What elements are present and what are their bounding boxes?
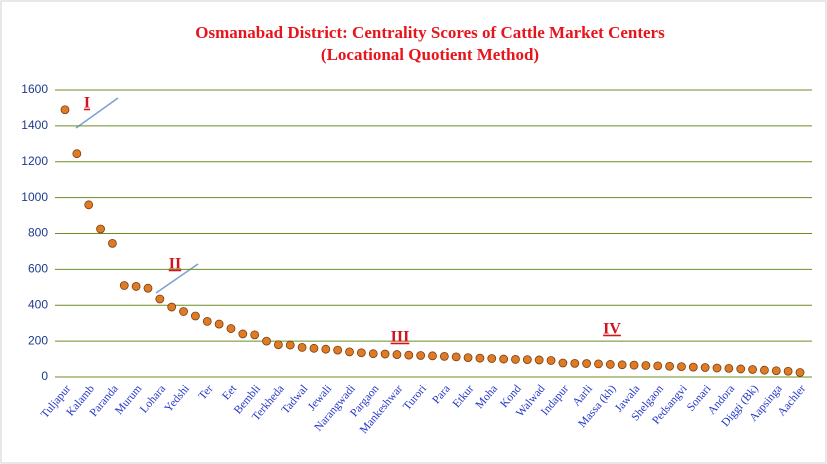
point: [736, 364, 746, 374]
y-tick-label: 1600: [21, 82, 48, 96]
point: [558, 358, 568, 368]
point: [96, 224, 105, 234]
point: [285, 340, 295, 350]
point: [250, 330, 260, 340]
point: [499, 354, 509, 364]
y-tick-label: 400: [28, 297, 48, 311]
point: [238, 329, 248, 339]
point: [72, 149, 82, 159]
point: [297, 343, 307, 352]
point: [439, 351, 449, 361]
point: [451, 352, 461, 362]
point: [131, 282, 141, 291]
point: [428, 351, 437, 361]
point: [309, 343, 319, 353]
y-tick-label: 1400: [21, 118, 48, 132]
point: [273, 340, 283, 350]
point: [155, 294, 165, 304]
group-line: [75, 97, 119, 129]
point: [143, 283, 153, 293]
point: [368, 349, 378, 359]
y-tick-label: 600: [28, 262, 48, 276]
point: [570, 358, 580, 368]
point: [760, 365, 769, 375]
point: [167, 302, 177, 312]
point: [475, 353, 485, 363]
point: [665, 361, 674, 371]
point: [653, 361, 663, 371]
point: [191, 311, 200, 321]
y-tick-label: 1000: [21, 190, 48, 204]
point: [641, 361, 651, 370]
point: [511, 355, 520, 364]
point: [688, 362, 698, 372]
point: [356, 348, 366, 358]
point: [60, 105, 70, 115]
point: [179, 307, 188, 316]
point: [594, 359, 603, 369]
point: [380, 349, 390, 359]
y-tick-label: 0: [41, 369, 48, 383]
point: [214, 319, 224, 329]
point: [416, 351, 426, 360]
point: [724, 363, 734, 373]
point: [629, 360, 639, 370]
point: [522, 355, 532, 365]
y-tick-label: 200: [28, 333, 48, 347]
point: [487, 354, 497, 363]
point: [700, 363, 710, 372]
annotation: I: [84, 95, 90, 112]
point: [262, 336, 271, 346]
point: [345, 347, 354, 357]
point: [783, 366, 793, 376]
point: [404, 350, 414, 360]
chart-subtitle: (Locational Quotient Method): [321, 45, 539, 64]
point: [84, 200, 94, 210]
point: [617, 360, 627, 370]
point: [202, 316, 212, 326]
point: [321, 344, 331, 354]
group-line: [155, 263, 199, 294]
point: [605, 360, 615, 369]
y-tick-label: 1200: [21, 154, 48, 168]
point: [534, 355, 544, 365]
point: [546, 356, 556, 365]
annotation: IV: [603, 321, 621, 338]
point: [582, 359, 592, 368]
point: [795, 368, 805, 377]
y-tick-label: 800: [28, 226, 48, 240]
point: [677, 362, 686, 371]
point: [392, 350, 402, 359]
point: [108, 238, 117, 248]
point: [463, 353, 473, 363]
annotation: III: [391, 329, 410, 346]
point: [771, 366, 781, 376]
point: [712, 363, 722, 373]
point: [226, 324, 236, 333]
point: [748, 365, 757, 374]
point: [333, 345, 343, 355]
chart-title: Osmanabad District: Centrality Scores of…: [195, 23, 665, 42]
annotation: II: [169, 256, 181, 273]
point: [119, 281, 129, 290]
